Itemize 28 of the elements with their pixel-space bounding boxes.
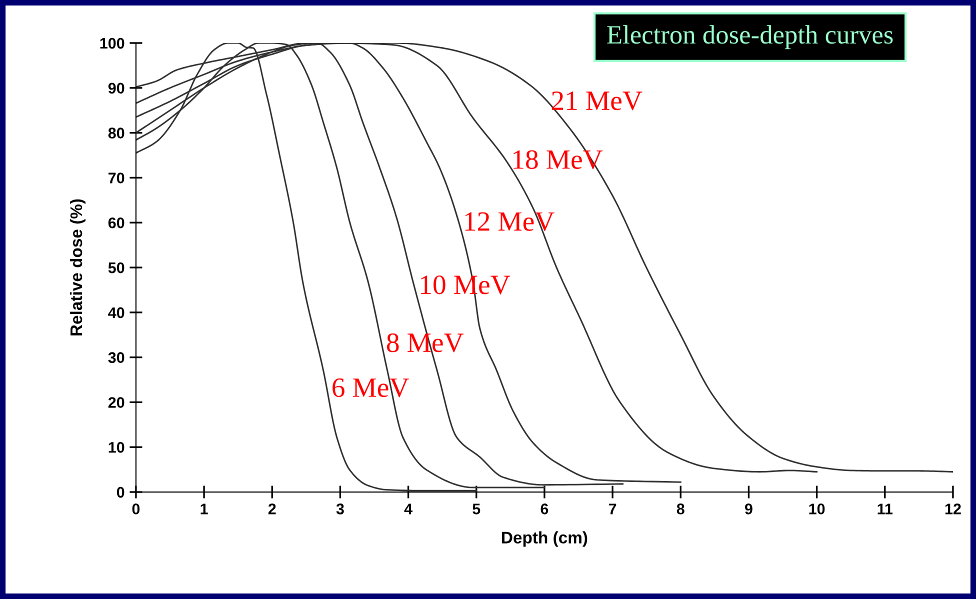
x-tick-label: 3 [336, 504, 344, 514]
x-tick-label: 8 [676, 504, 684, 514]
x-tick-label: 7 [608, 504, 616, 514]
x-tick-label: 11 [878, 504, 893, 514]
y-tick-label: 60 [108, 217, 124, 228]
y-tick-label: 70 [108, 172, 124, 184]
y-tick-label: 90 [108, 82, 124, 94]
x-tick-label: 6 [540, 504, 548, 514]
y-tick-label: 0 [116, 486, 124, 498]
y-tick-label: 10 [108, 442, 124, 453]
x-tick-label: 2 [268, 504, 276, 514]
x-axis-title: Depth (cm) [502, 531, 588, 547]
y-tick-label: 80 [108, 128, 124, 138]
y-tick-label: 30 [108, 352, 124, 364]
x-tick-label: 1 [200, 504, 208, 514]
x-tick-label: 5 [472, 504, 480, 514]
x-tick-label: 0 [132, 504, 140, 514]
x-tick-label: 10 [809, 504, 825, 514]
y-tick-label: 100 [100, 38, 124, 49]
x-tick-label: 9 [744, 504, 752, 514]
x-tick-label: 12 [945, 504, 961, 514]
y-tick-label: 40 [108, 307, 124, 318]
chart-title: Electron dose-depth curves [607, 25, 893, 50]
y-axis-title: Relative dose (%) [70, 199, 86, 336]
series-label: 21 MeV [552, 91, 642, 110]
x-tick-label: 4 [404, 504, 412, 514]
y-tick-label: 20 [108, 397, 124, 408]
y-tick-label: 50 [108, 262, 124, 274]
